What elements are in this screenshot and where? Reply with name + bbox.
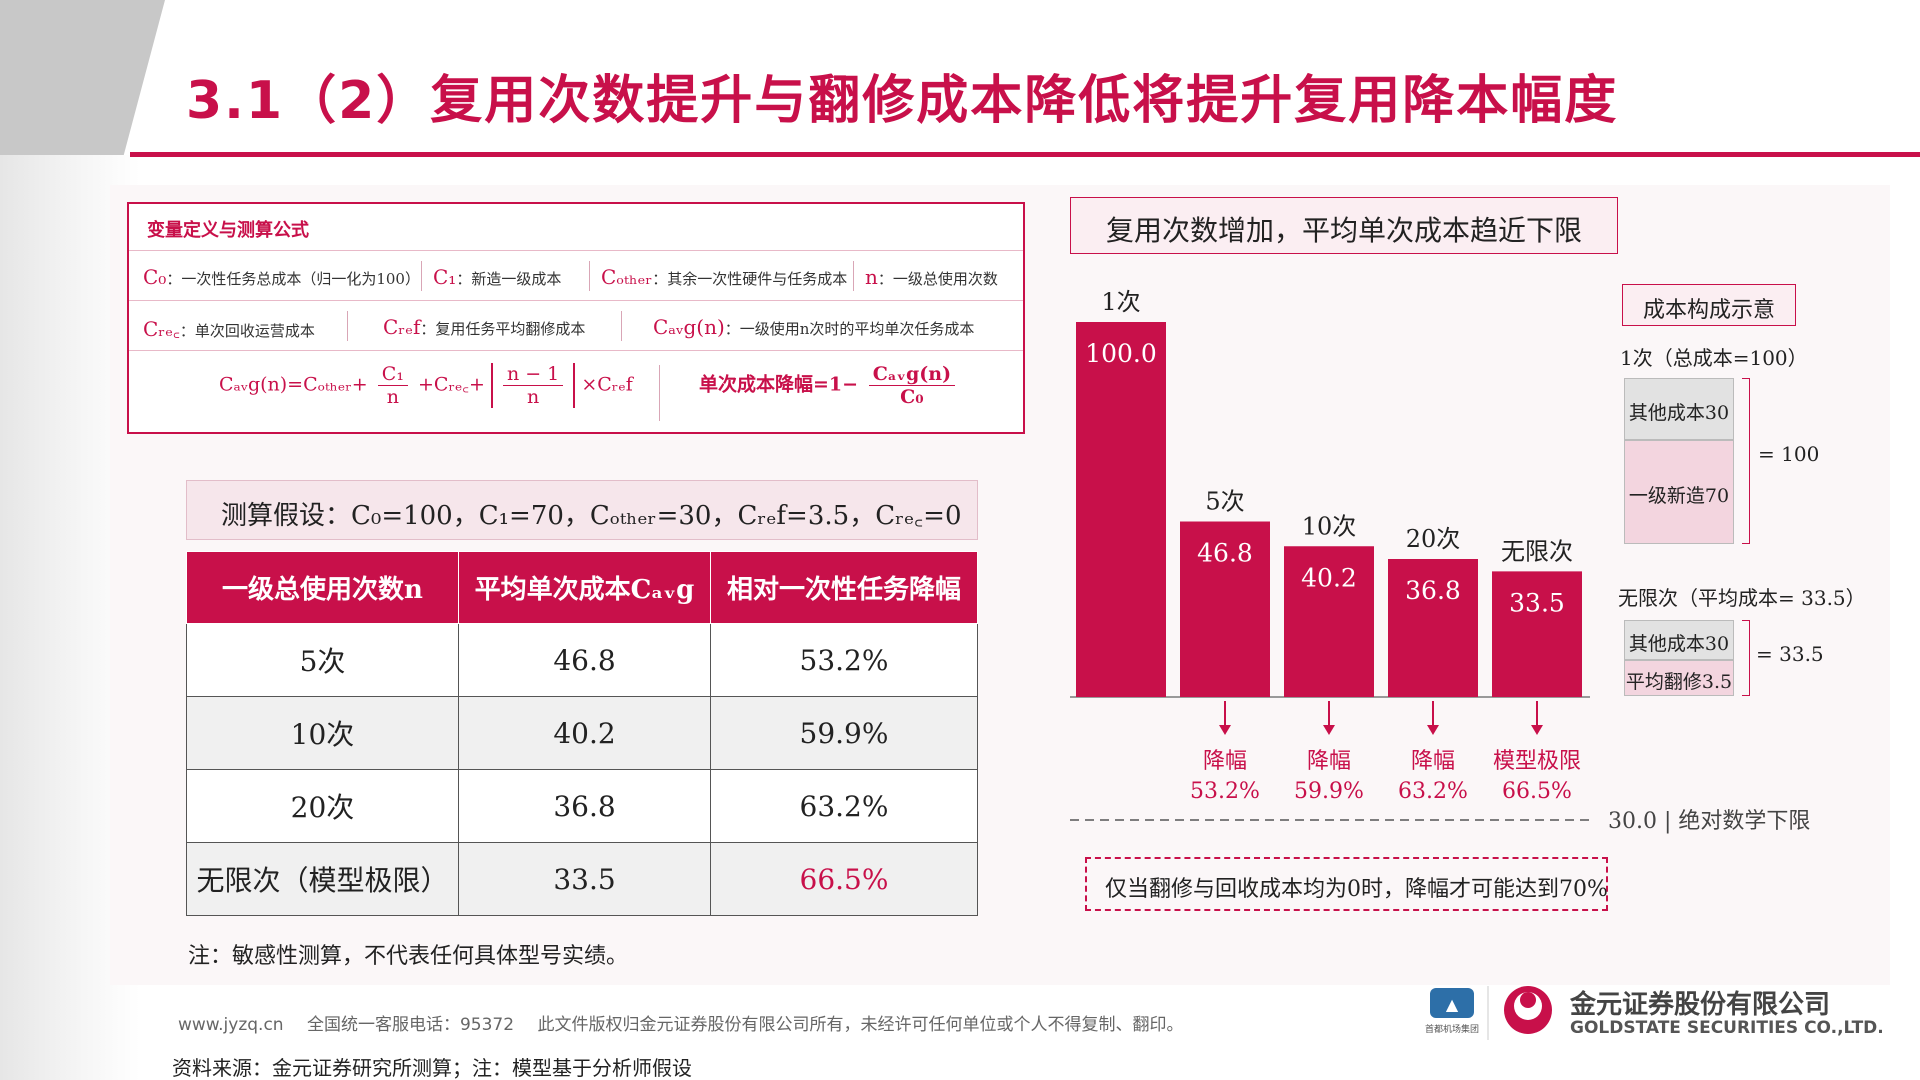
table-cell: 5次 (186, 623, 459, 697)
divider (347, 311, 348, 341)
definition-box: 变量定义与测算公式 C₀：一次性任务总成本（归一化为100） C₁：新造一级成本… (127, 202, 1025, 434)
bar-category-label: 10次 (1302, 512, 1357, 540)
bar-value-label: 36.8 (1405, 576, 1461, 605)
website-link[interactable]: www.jyzq.cn (178, 1015, 284, 1035)
legend-other-cost-block: 其他成本30 (1624, 620, 1734, 660)
table-header: 一级总使用次数n (186, 551, 459, 624)
legend-title: 成本构成示意 (1622, 284, 1796, 326)
legend-case1-total: = 100 (1758, 442, 1820, 466)
bar (1284, 546, 1374, 697)
assumptions-box: 测算假设：C₀=100，C₁=70，Cₒₜₕₑᵣ=30，Cᵣₑf=3.5，Cᵣₑ… (186, 480, 978, 540)
def-cother: Cₒₜₕₑᵣ：其余一次性硬件与任务成本 (601, 265, 848, 289)
reduction-value: 53.2% (1190, 779, 1260, 804)
table-cell: 63.2% (710, 769, 978, 843)
legend-other-cost-block: 其他成本30 (1624, 378, 1734, 440)
bar-category-label: 20次 (1406, 525, 1461, 553)
divider (621, 311, 622, 341)
legend-bracket (1742, 620, 1750, 696)
svg-text:▲: ▲ (1446, 995, 1459, 1014)
bar (1180, 521, 1270, 697)
bar-value-label: 33.5 (1509, 588, 1565, 617)
table-cell: 无限次（模型极限） (186, 842, 459, 916)
bar (1076, 322, 1166, 697)
hotline: 全国统一客服电话：95372 (306, 1015, 515, 1035)
divider (659, 365, 660, 421)
def-c0: C₀：一次性任务总成本（归一化为100） (143, 265, 420, 289)
source-note: 资料来源：金元证券研究所测算；注：模型基于分析师假设 (172, 1056, 692, 1080)
table-cell: 46.8 (458, 623, 711, 697)
reduction-label: 模型极限 (1493, 749, 1581, 774)
def-crec: Cᵣₑ꜀：单次回收运营成本 (143, 317, 315, 341)
legend-case2-label: 无限次（平均成本= 33.5） (1618, 586, 1866, 610)
reduction-label: 降幅 (1307, 749, 1351, 774)
definition-row-2: Cᵣₑ꜀：单次回收运营成本 Cᵣₑf：复用任务平均翻修成本 Cₐᵥg(n)：一级… (129, 300, 1023, 350)
bar (1492, 571, 1582, 697)
definition-heading: 变量定义与测算公式 (147, 220, 309, 241)
table-cell: 40.2 (458, 696, 711, 770)
page-title: 3.1（2）复用次数提升与翻修成本降低将提升复用降本幅度 (186, 71, 1619, 131)
divider (589, 261, 590, 291)
table-cell: 10次 (186, 696, 459, 770)
bar-chart: 1次 100.0 5次 46.8 降幅 53.2% 10次 40.2 降幅 59.9% 20次 36.… (1070, 288, 1810, 834)
reduction-value: 59.9% (1294, 779, 1364, 804)
table-cell: 53.2% (710, 623, 978, 697)
table-row: 10次 40.2 59.9% (186, 696, 978, 770)
legend-new-stage-block: 一级新造70 (1624, 440, 1734, 544)
legend-case1-label: 1次（总成本=100） (1620, 346, 1808, 370)
bar-value-label: 46.8 (1197, 539, 1253, 568)
bar-value-label: 40.2 (1301, 563, 1357, 592)
bar-value-label: 100.0 (1085, 339, 1157, 368)
bar-category-label: 1次 (1101, 288, 1140, 316)
def-cavg: Cₐᵥg(n)：一级使用n次时的平均单次任务成本 (653, 315, 975, 339)
bar-category-label: 5次 (1205, 488, 1244, 516)
table-header: 平均单次成本Cₐᵥg (458, 551, 711, 624)
def-c1: C₁：新造一级成本 (433, 265, 562, 289)
company-logo: ▲ 首都机场集团 金元证券股份有限公司 GOLDSTATE SECURITIES… (1420, 982, 1884, 1042)
bar-category-label: 无限次 (1501, 537, 1573, 565)
title-underline (130, 152, 1920, 157)
sensitivity-note: 注：敏感性测算，不代表任何具体型号实绩。 (188, 944, 629, 969)
chart-title: 复用次数增加，平均单次成本趋近下限 (1070, 197, 1618, 254)
arrow-head (1531, 725, 1543, 735)
corner-decoration (0, 0, 165, 155)
logo-chinese-name: 金元证券股份有限公司 (1570, 990, 1831, 1020)
arrow-head (1427, 725, 1439, 735)
definition-row-1: C₀：一次性任务总成本（归一化为100） C₁：新造一级成本 Cₒₜₕₑᵣ：其余… (129, 250, 1023, 300)
logo-english-name: GOLDSTATE SECURITIES CO.,LTD. (1570, 1018, 1884, 1038)
svg-text:首都机场集团: 首都机场集团 (1425, 1023, 1479, 1035)
footer: www.jyzq.cn 全国统一客服电话：95372 此文件版权归金元证券股份有… (178, 1010, 1201, 1035)
arrow-head (1219, 725, 1231, 735)
table-cell-highlight: 66.5% (710, 842, 978, 916)
footnote-box: 仅当翻修与回收成本均为0时，降幅才可能达到70% (1085, 857, 1608, 911)
reduction-label: 降幅 (1411, 749, 1455, 774)
table-cell: 33.5 (458, 842, 711, 916)
reduction-value: 63.2% (1398, 779, 1468, 804)
results-table: 一级总使用次数n 平均单次成本Cₐᵥg 相对一次性任务降幅 5次 46.8 53… (186, 551, 978, 916)
logo-icon: ▲ 首都机场集团 (1425, 986, 1552, 1040)
table-header: 相对一次性任务降幅 (710, 551, 978, 624)
bar (1388, 559, 1478, 697)
table-cell: 20次 (186, 769, 459, 843)
def-cref: Cᵣₑf：复用任务平均翻修成本 (383, 315, 586, 339)
def-n: n：一级总使用次数 (865, 265, 998, 289)
legend-case2-total: = 33.5 (1756, 642, 1824, 666)
table-row: 无限次（模型极限） 33.5 66.5% (186, 842, 978, 916)
table-cell: 36.8 (458, 769, 711, 843)
legend-refurb-block: 平均翻修3.5 (1624, 660, 1734, 696)
divider (421, 261, 422, 291)
copyright: 此文件版权归金元证券股份有限公司所有，未经许可任何单位或个人不得复制、翻印。 (537, 1015, 1184, 1035)
legend-bracket (1742, 378, 1750, 544)
arrow-head (1323, 725, 1335, 735)
reduction-label: 降幅 (1203, 749, 1247, 774)
table-row: 5次 46.8 53.2% (186, 623, 978, 697)
floor-label: 30.0 | 绝对数学下限 (1608, 809, 1810, 834)
reduction-value: 66.5% (1502, 779, 1572, 804)
table-row: 20次 36.8 63.2% (186, 769, 978, 843)
divider (853, 261, 854, 291)
table-cell: 59.9% (710, 696, 978, 770)
reduction-formula: 单次成本降幅=1− Cₐᵥg(n) C₀ (699, 363, 959, 408)
